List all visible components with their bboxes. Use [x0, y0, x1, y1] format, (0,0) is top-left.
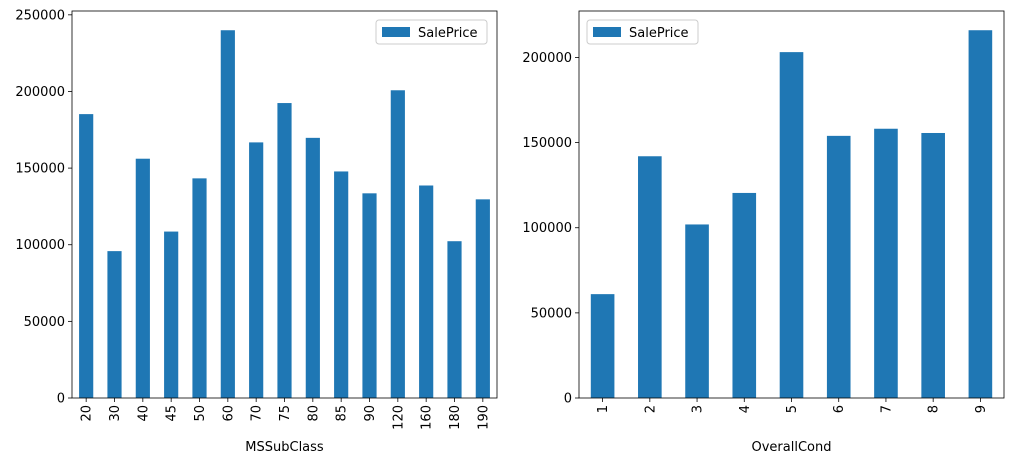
bar-20	[79, 114, 94, 398]
legend-label: SalePrice	[418, 26, 478, 41]
x-axis-label: MSSubClass	[245, 440, 324, 455]
bar-180	[447, 241, 462, 398]
x-tick-label: 2	[643, 405, 658, 413]
x-tick-label: 45	[165, 405, 180, 422]
x-tick-label: 3	[691, 405, 706, 413]
legend: SalePrice	[375, 19, 488, 45]
x-tick-label: 90	[363, 405, 378, 422]
y-tick-label: 200000	[15, 85, 65, 100]
bar-80	[305, 137, 320, 398]
x-tick-label: 9	[974, 405, 989, 413]
legend: SalePrice	[586, 19, 699, 45]
y-tick-label: 100000	[15, 238, 65, 253]
x-tick-label: 180	[448, 405, 463, 430]
y-tick-label: 250000	[15, 8, 65, 23]
bar-6	[826, 135, 851, 398]
x-tick-label: 7	[879, 405, 894, 413]
bar-2	[638, 156, 662, 398]
x-tick-label: 120	[391, 405, 406, 430]
legend-swatch	[382, 27, 410, 37]
x-tick-label: 5	[785, 405, 800, 413]
y-tick-label: 150000	[522, 136, 572, 151]
x-tick-label: 75	[278, 405, 293, 422]
bar-4	[732, 192, 757, 398]
y-tick-label: 50000	[531, 306, 572, 321]
chart-1: 0 50000 100000 150000 200000 250000 20 30 40 45 50…	[15, 8, 498, 455]
x-tick-label: 1	[596, 405, 611, 413]
legend-box	[375, 19, 488, 45]
bar-90	[362, 193, 377, 398]
bar-3	[685, 224, 709, 398]
x-tick-label: 160	[420, 405, 435, 430]
legend-box	[586, 19, 699, 45]
x-tick-label: 80	[306, 405, 321, 422]
bar-70	[249, 142, 264, 398]
y-tick-label: 0	[57, 392, 65, 407]
y-tick-label: 0	[564, 392, 572, 407]
bar-50	[192, 178, 207, 398]
bar-60	[220, 30, 235, 398]
y-tick-label: 50000	[24, 315, 65, 330]
x-tick-label: 190	[476, 405, 491, 430]
bar-190	[475, 199, 490, 398]
y-tick-label: 100000	[522, 221, 572, 236]
y-tick-label: 150000	[15, 162, 65, 177]
x-tick-label: 20	[80, 405, 95, 422]
bar-1	[590, 294, 615, 398]
x-tick-label: 30	[108, 405, 123, 422]
bar-9	[968, 30, 993, 399]
x-tick-label: 40	[136, 405, 151, 422]
bar-85	[334, 171, 349, 398]
x-tick-label: 8	[927, 405, 942, 413]
x-tick-label: 50	[193, 405, 208, 422]
chart-2: 0 50000 100000 150000 200000 1 2 3 4 5 6 7 8 9 Overall…	[522, 10, 1005, 455]
x-tick-label: 4	[738, 405, 753, 413]
x-tick-label: 6	[832, 405, 847, 413]
x-tick-label: 85	[335, 405, 350, 422]
bar-160	[419, 185, 434, 398]
legend-label: SalePrice	[629, 26, 689, 41]
bar-45	[164, 231, 179, 398]
bar-75	[277, 103, 292, 399]
bar-30	[107, 251, 122, 398]
x-tick-label: 60	[221, 405, 236, 422]
legend-swatch	[593, 27, 621, 37]
y-tick-label: 200000	[522, 51, 572, 66]
x-axis-label: OverallCond	[752, 440, 832, 455]
bar-7	[874, 128, 898, 398]
bar-120	[390, 90, 405, 398]
x-tick-label: 70	[250, 405, 265, 422]
bar-8	[921, 132, 945, 399]
bar-5	[779, 52, 804, 398]
bar-40	[135, 158, 150, 398]
